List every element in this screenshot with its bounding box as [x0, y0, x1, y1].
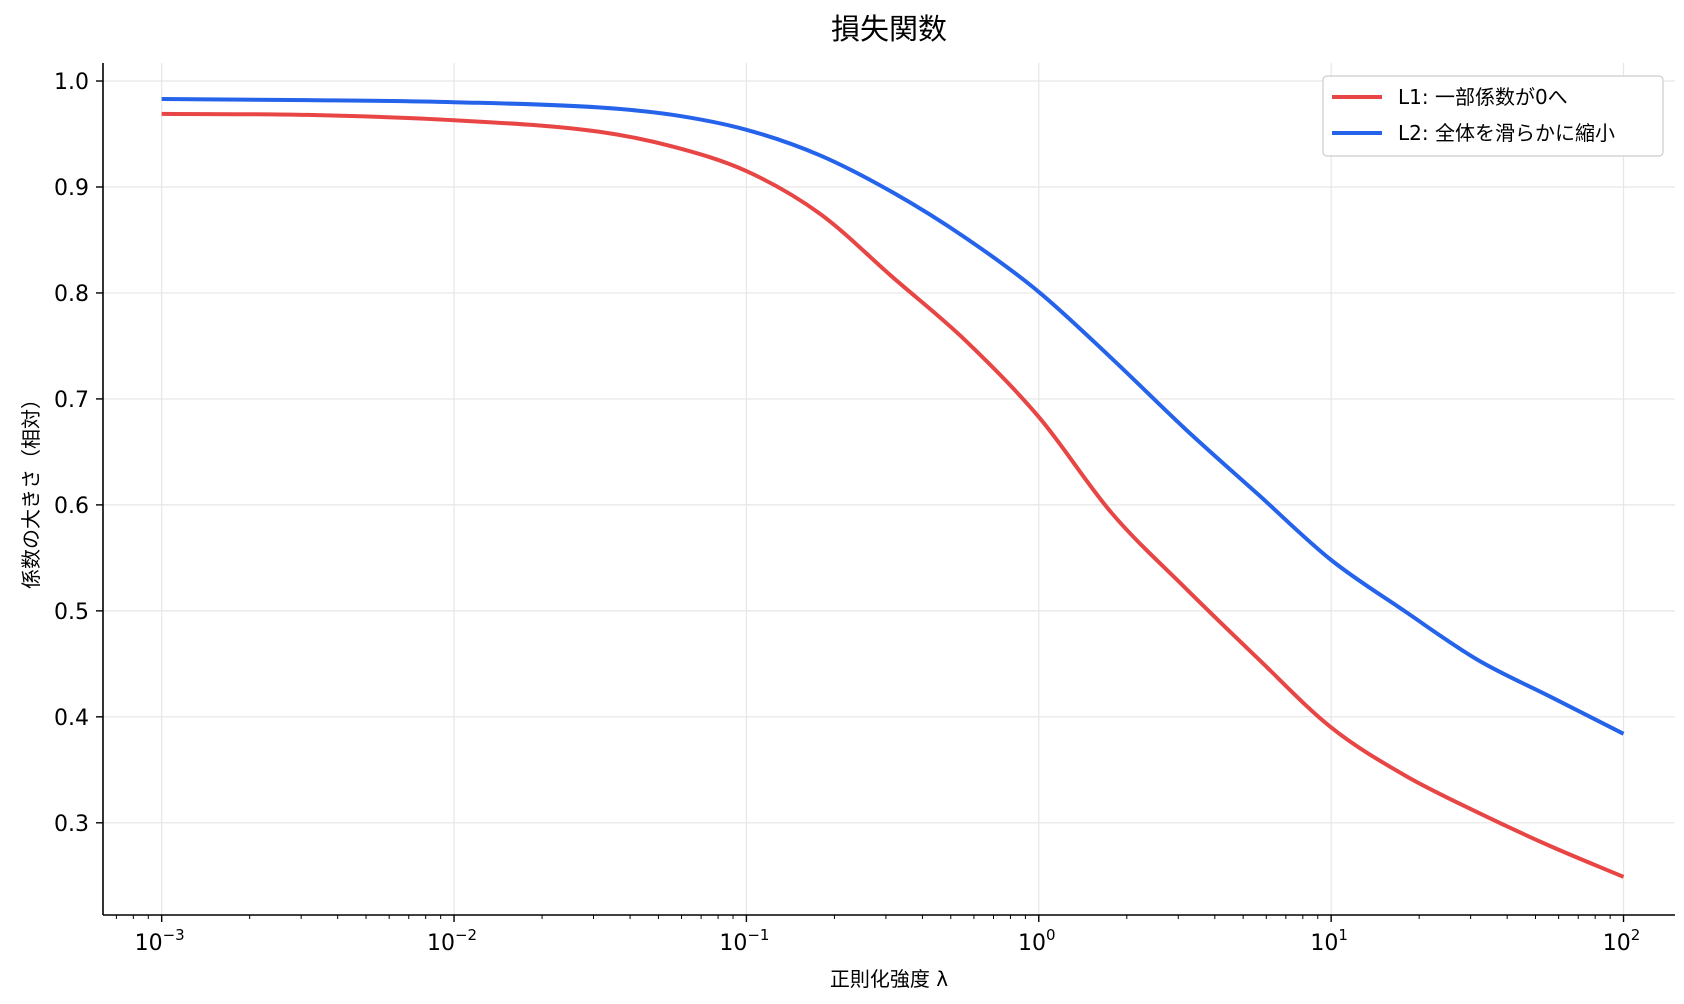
- legend-label-l2: L2: 全体を滑らかに縮小: [1398, 121, 1615, 145]
- x-tick-label: 10−1: [719, 926, 769, 956]
- y-tick-label: 0.8: [54, 282, 89, 307]
- legend-box: [1322, 75, 1664, 157]
- y-tick-label: 0.9: [54, 176, 89, 201]
- series-line-l2: [161, 97, 1625, 736]
- y-ticks: 0.3 0.4 0.5 0.6 0.7 0.8 0.9 1.0: [54, 70, 103, 837]
- legend: L1: 一部係数が0へ L2: 全体を滑らかに縮小: [1322, 75, 1664, 157]
- y-tick-label: 0.6: [54, 494, 89, 519]
- legend-label-l1: L1: 一部係数が0へ: [1398, 85, 1568, 109]
- y-tick-label: 0.3: [54, 812, 89, 837]
- y-tick-label: 0.5: [54, 600, 89, 625]
- x-ticks: 10−3 10−2 10−1 100 101 102: [115, 915, 1641, 956]
- x-tick-label: 101: [1310, 926, 1348, 956]
- x-tick-label: 10−3: [135, 926, 185, 956]
- y-axis-title: 係数の大きさ（相対）: [19, 389, 43, 589]
- series-line-l1: [161, 111, 1625, 879]
- x-tick-label: 10−2: [427, 926, 477, 956]
- series-lines: [161, 97, 1625, 879]
- y-tick-label: 1.0: [54, 70, 89, 95]
- chart-title: 損失関数: [831, 12, 947, 46]
- y-tick-label: 0.7: [54, 388, 89, 413]
- axes: [102, 63, 1675, 916]
- x-tick-label: 100: [1018, 926, 1056, 956]
- x-tick-label: 102: [1603, 926, 1641, 956]
- y-tick-label: 0.4: [54, 706, 89, 731]
- x-axis-title: 正則化強度 λ: [830, 967, 948, 991]
